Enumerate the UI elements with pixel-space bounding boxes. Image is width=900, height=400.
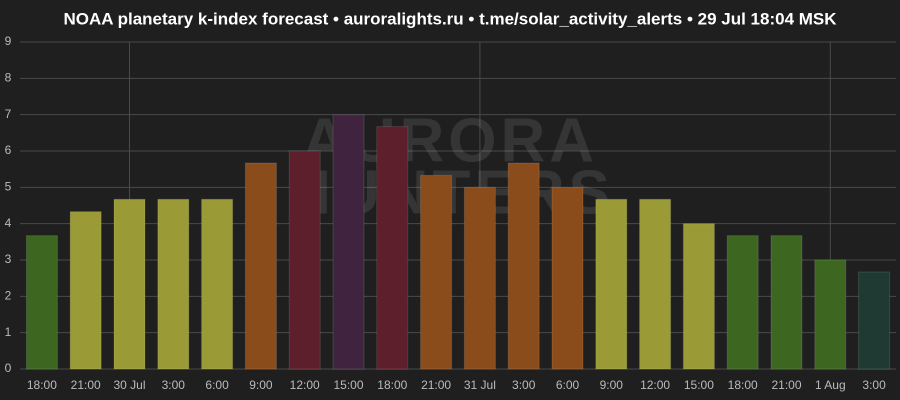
x-tick-label: 21:00 <box>421 378 451 392</box>
x-tick-label: 15:00 <box>333 378 363 392</box>
y-tick-label: 4 <box>5 216 12 230</box>
bar <box>25 235 58 370</box>
bar <box>726 235 759 370</box>
bar <box>69 211 102 370</box>
bar <box>858 271 891 370</box>
x-tick-label: 18:00 <box>377 378 407 392</box>
y-tick-label: 3 <box>5 252 12 266</box>
bar <box>420 174 453 370</box>
x-tick-label: 31 Jul <box>464 378 496 392</box>
y-tick-label: 9 <box>5 34 12 48</box>
y-tick-label: 2 <box>5 289 12 303</box>
x-tick-label: 9:00 <box>249 378 273 392</box>
y-tick-label: 8 <box>5 71 12 85</box>
x-tick-label: 15:00 <box>684 378 714 392</box>
y-tick-label: 1 <box>5 325 12 339</box>
x-tick-label: 3:00 <box>512 378 536 392</box>
chart-title: NOAA planetary k-index forecast • aurora… <box>63 9 837 28</box>
bar <box>113 198 146 370</box>
bar <box>288 150 321 370</box>
x-tick-label: 18:00 <box>728 378 758 392</box>
bar <box>595 198 628 370</box>
x-tick-label: 9:00 <box>600 378 624 392</box>
y-tick-label: 0 <box>5 361 12 375</box>
x-tick-label: 12:00 <box>640 378 670 392</box>
x-tick-label: 12:00 <box>290 378 320 392</box>
x-tick-label: 6:00 <box>205 378 229 392</box>
x-tick-label: 18:00 <box>27 378 57 392</box>
bar <box>551 186 584 370</box>
y-tick-label: 6 <box>5 143 12 157</box>
bar <box>463 186 496 370</box>
x-tick-label: 30 Jul <box>113 378 145 392</box>
x-tick-label: 3:00 <box>162 378 186 392</box>
y-tick-label: 5 <box>5 180 12 194</box>
bar <box>157 198 190 370</box>
bar <box>682 223 715 370</box>
bar <box>332 114 365 370</box>
bar <box>244 162 277 370</box>
bar <box>507 162 540 370</box>
bar <box>639 198 672 370</box>
y-tick-label: 7 <box>5 107 12 121</box>
bar <box>376 126 409 370</box>
x-tick-label: 6:00 <box>556 378 580 392</box>
x-tick-label: 21:00 <box>771 378 801 392</box>
bar <box>201 198 234 370</box>
x-tick-label: 21:00 <box>71 378 101 392</box>
x-tick-label: 1 Aug <box>815 378 846 392</box>
bar <box>770 235 803 370</box>
x-tick-label: 3:00 <box>862 378 886 392</box>
bar <box>814 259 847 370</box>
